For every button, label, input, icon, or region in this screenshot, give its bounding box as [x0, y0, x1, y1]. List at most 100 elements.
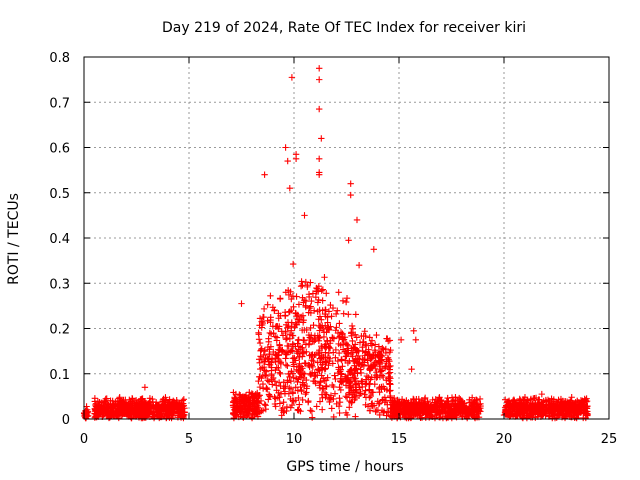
data-point [558, 407, 565, 414]
axis-ticks: 0 5 10 15 20 25 0 0.1 0.2 0.3 0.4 0.5 0.6 0.7 0.8 [49, 51, 617, 447]
data-point [275, 389, 282, 396]
data-point [574, 410, 582, 418]
y-tick-label: 0.5 [49, 187, 70, 202]
data-point [376, 384, 383, 391]
data-point [283, 334, 291, 342]
data-point [371, 341, 379, 348]
data-point [248, 414, 256, 422]
data-point [260, 305, 268, 313]
data-point [141, 409, 148, 417]
data-point [259, 313, 267, 321]
data-point [316, 155, 323, 163]
y-tick-label: 0.6 [49, 142, 70, 157]
data-point [339, 336, 347, 343]
data-point [387, 375, 394, 382]
data-point [583, 403, 590, 410]
data-point [168, 400, 176, 408]
data-point [321, 358, 329, 365]
data-point [509, 408, 516, 415]
data-point [450, 396, 457, 404]
data-point [326, 398, 333, 406]
data-point [424, 411, 431, 418]
data-point [396, 398, 403, 406]
data-point [316, 384, 324, 392]
data-point [169, 401, 177, 409]
data-point [287, 348, 294, 355]
chart-title: Day 219 of 2024, Rate Of TEC Index for r… [162, 20, 526, 36]
x-tick-label: 25 [601, 432, 618, 447]
data-point [103, 409, 111, 417]
data-point [372, 359, 379, 366]
data-point [317, 378, 324, 385]
data-point [269, 381, 276, 388]
data-point [511, 397, 518, 404]
data-point [260, 358, 268, 365]
data-point [330, 383, 337, 391]
data-point [339, 363, 346, 370]
data-point [310, 307, 318, 314]
data-point [246, 389, 253, 396]
data-point [154, 412, 161, 420]
data-point [293, 313, 300, 320]
data-point [314, 308, 321, 315]
data-point [275, 315, 282, 322]
data-point [567, 408, 574, 416]
data-point [475, 410, 482, 418]
data-point [335, 289, 342, 296]
data-point [387, 387, 394, 394]
data-point [180, 414, 187, 422]
data-point [314, 299, 322, 306]
data-point [378, 397, 386, 404]
data-point [386, 337, 394, 344]
data-point [336, 394, 343, 402]
data-point [282, 321, 290, 328]
data-point [572, 406, 579, 413]
data-point [543, 406, 550, 413]
data-point [367, 340, 374, 347]
data-point [303, 326, 310, 334]
data-point [503, 402, 510, 409]
data-point [259, 385, 267, 392]
data-point [368, 355, 376, 362]
data-point [351, 367, 359, 374]
data-point [344, 345, 351, 352]
data-point [289, 390, 297, 397]
data-point [142, 401, 150, 408]
data-point [334, 357, 342, 365]
data-point [388, 411, 396, 419]
data-point [380, 373, 387, 381]
data-point [353, 380, 360, 388]
data-point [359, 347, 366, 355]
data-point [119, 409, 127, 416]
data-point [300, 317, 307, 324]
data-point [259, 407, 267, 414]
data-point [257, 353, 264, 360]
data-point [348, 394, 356, 401]
data-point [276, 341, 283, 348]
data-point [361, 328, 368, 335]
data-point [349, 325, 357, 333]
data-point [304, 399, 312, 406]
data-point [282, 361, 290, 369]
data-point [288, 295, 295, 303]
data-point [330, 395, 337, 403]
data-point [312, 293, 320, 301]
data-point [319, 307, 326, 314]
data-point [343, 295, 351, 302]
data-point [334, 307, 341, 314]
data-point [348, 322, 356, 330]
data-point [386, 381, 393, 388]
data-point [456, 394, 463, 402]
data-point [353, 216, 361, 224]
data-point [582, 396, 589, 404]
data-point [288, 319, 295, 326]
data-point [580, 414, 587, 422]
data-point [352, 311, 360, 318]
data-point [295, 301, 303, 308]
data-point [301, 370, 308, 378]
data-point [471, 397, 478, 405]
data-point [114, 408, 122, 416]
data-point [466, 399, 473, 406]
data-point [344, 359, 352, 367]
data-point [321, 365, 329, 373]
